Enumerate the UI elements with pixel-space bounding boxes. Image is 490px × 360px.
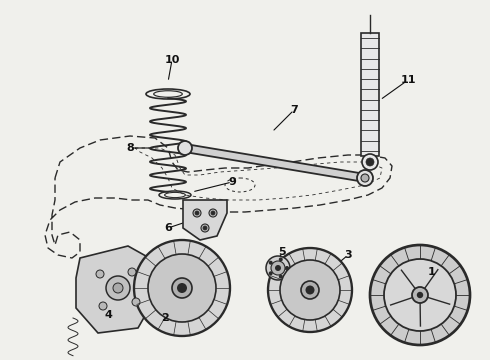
Circle shape (384, 259, 456, 331)
Circle shape (269, 271, 273, 275)
Text: 9: 9 (228, 177, 236, 187)
Circle shape (280, 260, 340, 320)
Text: 3: 3 (344, 250, 352, 260)
Circle shape (269, 261, 273, 265)
Circle shape (148, 254, 216, 322)
Circle shape (193, 209, 201, 217)
Polygon shape (184, 144, 366, 182)
Circle shape (366, 158, 374, 166)
Text: 6: 6 (164, 223, 172, 233)
Text: 2: 2 (161, 313, 169, 323)
Circle shape (417, 292, 423, 298)
Circle shape (195, 211, 199, 215)
Circle shape (362, 154, 378, 170)
Circle shape (209, 209, 217, 217)
Text: 7: 7 (290, 105, 298, 115)
Circle shape (266, 256, 290, 280)
Circle shape (106, 276, 130, 300)
Circle shape (99, 302, 107, 310)
Circle shape (211, 211, 215, 215)
Circle shape (412, 287, 428, 303)
Polygon shape (183, 200, 227, 240)
Circle shape (201, 224, 209, 232)
Circle shape (279, 257, 283, 261)
Circle shape (305, 285, 315, 294)
Circle shape (279, 275, 283, 279)
Circle shape (203, 226, 207, 230)
Circle shape (275, 265, 281, 271)
Circle shape (177, 283, 187, 293)
Text: 4: 4 (104, 310, 112, 320)
Circle shape (361, 174, 369, 182)
Circle shape (96, 270, 104, 278)
Text: 8: 8 (126, 143, 134, 153)
Circle shape (271, 261, 285, 275)
Circle shape (178, 141, 192, 155)
Text: 10: 10 (164, 55, 180, 65)
Circle shape (128, 268, 136, 276)
Text: 11: 11 (400, 75, 416, 85)
Polygon shape (76, 246, 158, 333)
Circle shape (132, 298, 140, 306)
Circle shape (268, 248, 352, 332)
Circle shape (370, 245, 470, 345)
Circle shape (357, 170, 373, 186)
Circle shape (134, 240, 230, 336)
Circle shape (301, 281, 319, 299)
Text: 5: 5 (278, 247, 286, 257)
Circle shape (113, 283, 123, 293)
Circle shape (285, 266, 289, 270)
Circle shape (172, 278, 192, 298)
Text: 1: 1 (428, 267, 436, 277)
Bar (361, 33, 379, 156)
